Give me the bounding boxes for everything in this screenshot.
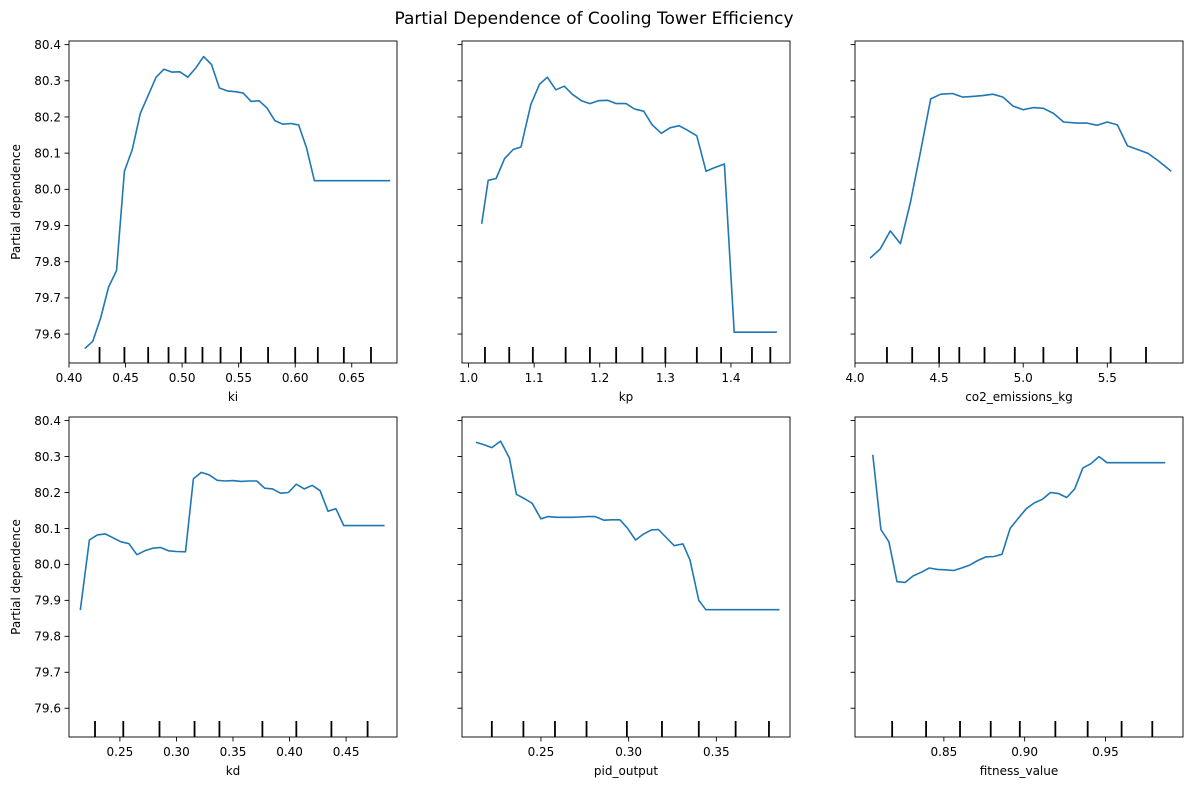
subplot-2: 1.0 1.1 1.2 1.3 1.4 kp — [457, 40, 791, 404]
x-tick-label: 4.0 — [845, 371, 864, 385]
y-tick-label: 80.0 — [34, 183, 61, 197]
y-tick-label: 79.8 — [34, 255, 61, 269]
x-axis-label: fitness_value — [980, 764, 1059, 778]
x-tick-label: 0.50 — [169, 371, 196, 385]
y-tick-label: 80.2 — [34, 110, 61, 124]
figure-title: Partial Dependence of Cooling Tower Effi… — [394, 9, 793, 29]
y-tick-label: 80.4 — [34, 38, 61, 52]
subplot-6: 0.85 0.90 0.95 fitness_value — [850, 416, 1184, 778]
x-tick-label: 0.25 — [528, 745, 555, 759]
y-tick-label: 79.8 — [34, 630, 61, 644]
x-tick-label: 0.40 — [56, 371, 83, 385]
y-tick-label: 80.3 — [34, 74, 61, 88]
plot-frame — [68, 416, 398, 738]
y-tick-label: 80.2 — [34, 486, 61, 500]
plot-frame — [854, 40, 1184, 364]
series-line — [872, 454, 1166, 584]
subplot-5: 0.25 0.30 0.35 pid_output — [457, 416, 791, 778]
y-tick-label: 79.9 — [34, 594, 61, 608]
y-tick-label: 80.0 — [34, 558, 61, 572]
series-line — [84, 55, 391, 350]
plot-frame — [461, 40, 791, 364]
x-tick-label: 0.45 — [112, 371, 139, 385]
subplot-3: 4.0 4.5 5.0 5.5 co2_emissions_kg — [845, 40, 1184, 404]
series-line — [475, 440, 780, 611]
y-tick-label: 79.7 — [34, 291, 61, 305]
y-tick-label: 80.1 — [34, 522, 61, 536]
x-tick-label: 0.35 — [220, 745, 247, 759]
y-axis-label: Partial dependence — [9, 519, 23, 635]
x-axis-label: kd — [226, 764, 241, 778]
x-tick-label: 0.35 — [703, 745, 730, 759]
plot-frame — [461, 416, 791, 738]
subplot-grid: 0.40 0.45 0.50 0.55 0.60 0.65 79.6 79.7 79.8 79.9… — [9, 38, 1184, 778]
subplot-4: 0.25 0.30 0.35 0.40 0.45 79.6 79.7 79.8 79.9 80.0… — [9, 414, 398, 778]
plot-frame — [854, 416, 1184, 738]
x-tick-label: 0.55 — [225, 371, 252, 385]
y-tick-label: 79.6 — [34, 327, 61, 341]
y-tick-label: 79.9 — [34, 219, 61, 233]
series-line — [79, 471, 385, 611]
x-tick-label: 1.2 — [590, 371, 609, 385]
x-tick-label: 1.0 — [459, 371, 478, 385]
y-tick-label: 79.7 — [34, 666, 61, 680]
y-axis-label: Partial dependence — [9, 144, 23, 260]
x-tick-label: 0.65 — [338, 371, 365, 385]
plot-frame — [68, 40, 398, 364]
series-line — [480, 76, 777, 334]
x-tick-label: 1.4 — [721, 371, 740, 385]
series-line — [869, 92, 1172, 259]
x-tick-label: 0.85 — [931, 745, 958, 759]
x-tick-label: 5.5 — [1098, 371, 1117, 385]
x-tick-label: 0.90 — [1011, 745, 1038, 759]
x-tick-label: 0.30 — [615, 745, 642, 759]
x-tick-label: 0.95 — [1092, 745, 1119, 759]
x-tick-label: 1.3 — [656, 371, 675, 385]
x-axis-label: ki — [228, 390, 238, 404]
subplot-1: 0.40 0.45 0.50 0.55 0.60 0.65 79.6 79.7 79.8 79.9… — [9, 38, 398, 404]
x-tick-label: 0.30 — [163, 745, 190, 759]
y-tick-label: 80.3 — [34, 450, 61, 464]
x-tick-label: 0.60 — [282, 371, 309, 385]
y-tick-label: 80.1 — [34, 146, 61, 160]
x-tick-label: 0.25 — [107, 745, 134, 759]
x-tick-label: 5.0 — [1014, 371, 1033, 385]
x-axis-label: co2_emissions_kg — [965, 390, 1073, 404]
x-tick-label: 0.40 — [276, 745, 303, 759]
x-axis-label: kp — [619, 390, 634, 404]
x-tick-label: 1.1 — [525, 371, 544, 385]
y-tick-label: 80.4 — [34, 414, 61, 428]
y-tick-label: 79.6 — [34, 702, 61, 716]
x-tick-label: 4.5 — [930, 371, 949, 385]
x-tick-label: 0.45 — [333, 745, 360, 759]
x-axis-label: pid_output — [594, 764, 658, 778]
